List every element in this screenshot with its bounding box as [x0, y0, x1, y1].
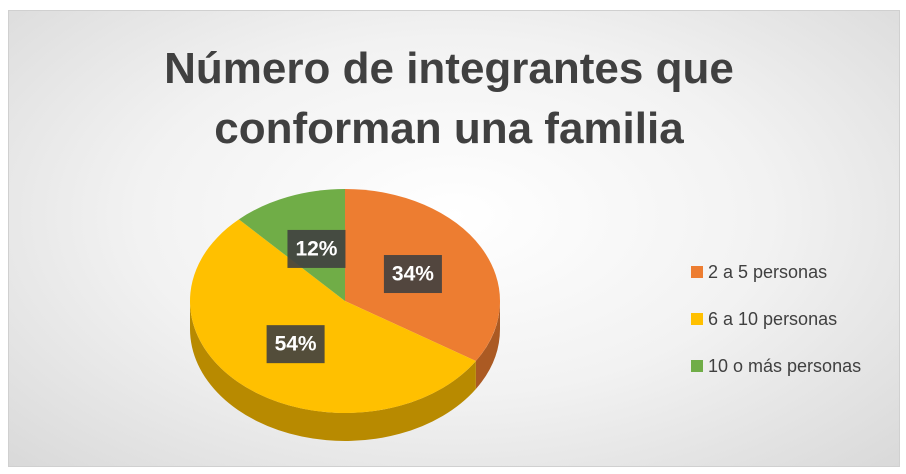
legend-swatch: [691, 266, 703, 278]
data-label-box: [266, 325, 325, 364]
legend-swatch: [691, 360, 703, 372]
legend-label: 2 a 5 personas: [708, 262, 827, 282]
data-label-box: [383, 255, 442, 294]
chart-title: Número de integrantes que conforman una …: [164, 44, 734, 153]
slice-side: [190, 301, 476, 441]
legend-label: 10 o más personas: [708, 356, 861, 376]
legend-swatch: [691, 313, 703, 325]
chart-area: 34% 54% 12% 2 a 5 personas 6 a 10 personas 10…: [8, 10, 900, 467]
slice-side: [475, 301, 500, 390]
slice: [189, 219, 476, 413]
data-label-box: [287, 229, 346, 268]
data-label: 34%: [392, 263, 434, 286]
legend-label: 6 a 10 personas: [708, 309, 837, 329]
data-label: 12%: [295, 237, 337, 260]
chart: 34% 54% 12% 2 a 5 personas 6 a 10 personas 10…: [189, 189, 861, 441]
data-label: 54%: [275, 333, 317, 356]
